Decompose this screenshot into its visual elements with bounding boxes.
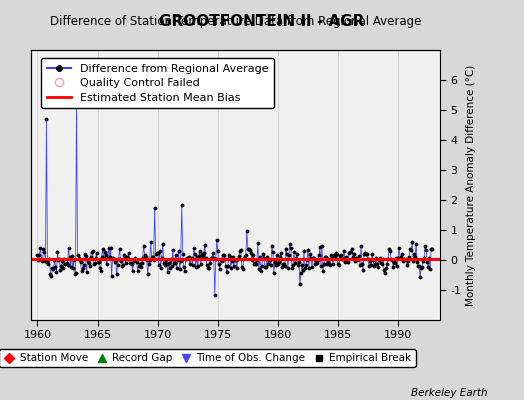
Y-axis label: Monthly Temperature Anomaly Difference (°C): Monthly Temperature Anomaly Difference (… xyxy=(466,64,476,306)
Text: Berkeley Earth: Berkeley Earth xyxy=(411,388,487,398)
Legend: Station Move, Record Gap, Time of Obs. Change, Empirical Break: Station Move, Record Gap, Time of Obs. C… xyxy=(0,349,416,368)
Text: GROOTFONTEIN II - AGR: GROOTFONTEIN II - AGR xyxy=(159,14,365,29)
Title: Difference of Station Temperature Data from Regional Average: Difference of Station Temperature Data f… xyxy=(50,15,421,28)
